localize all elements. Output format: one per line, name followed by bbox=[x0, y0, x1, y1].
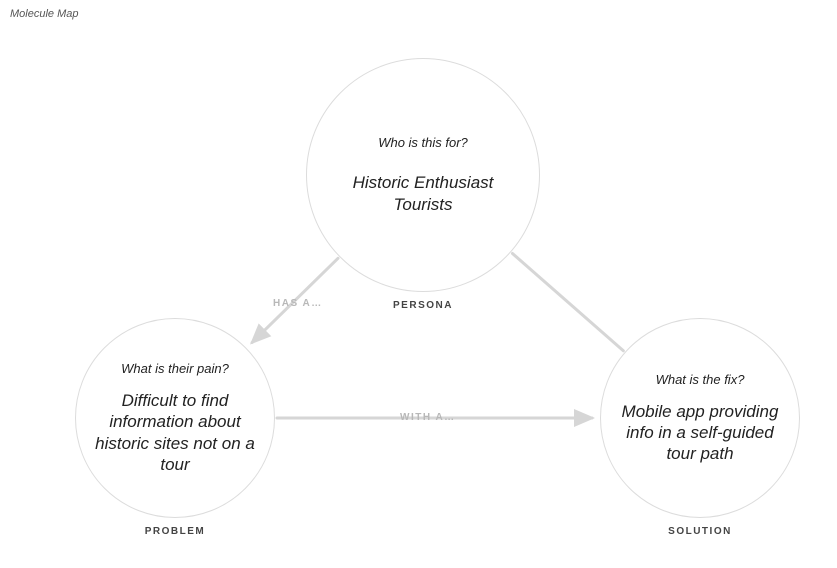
solution-content: Mobile app providing info in a self-guid… bbox=[618, 401, 782, 465]
persona-question: Who is this for? bbox=[378, 135, 468, 150]
persona-content: Historic Enthusiast Tourists bbox=[324, 172, 522, 215]
problem-node: What is their pain? Difficult to find in… bbox=[75, 318, 275, 518]
problem-label: PROBLEM bbox=[115, 526, 235, 537]
problem-question: What is their pain? bbox=[121, 361, 229, 376]
problem-content: Difficult to find information about hist… bbox=[93, 390, 257, 475]
solution-label: SOLUTION bbox=[640, 526, 760, 537]
diagram-stage: Who is this for? Historic Enthusiast Tou… bbox=[0, 0, 837, 568]
edge-persona-solution bbox=[512, 253, 623, 350]
persona-label: PERSONA bbox=[363, 300, 483, 311]
persona-node: Who is this for? Historic Enthusiast Tou… bbox=[306, 58, 540, 292]
solution-node: What is the fix? Mobile app providing in… bbox=[600, 318, 800, 518]
solution-question: What is the fix? bbox=[656, 372, 745, 387]
edge-label-has-a: HAS A… bbox=[273, 298, 323, 309]
edge-label-with-a: WITH A… bbox=[400, 412, 456, 423]
